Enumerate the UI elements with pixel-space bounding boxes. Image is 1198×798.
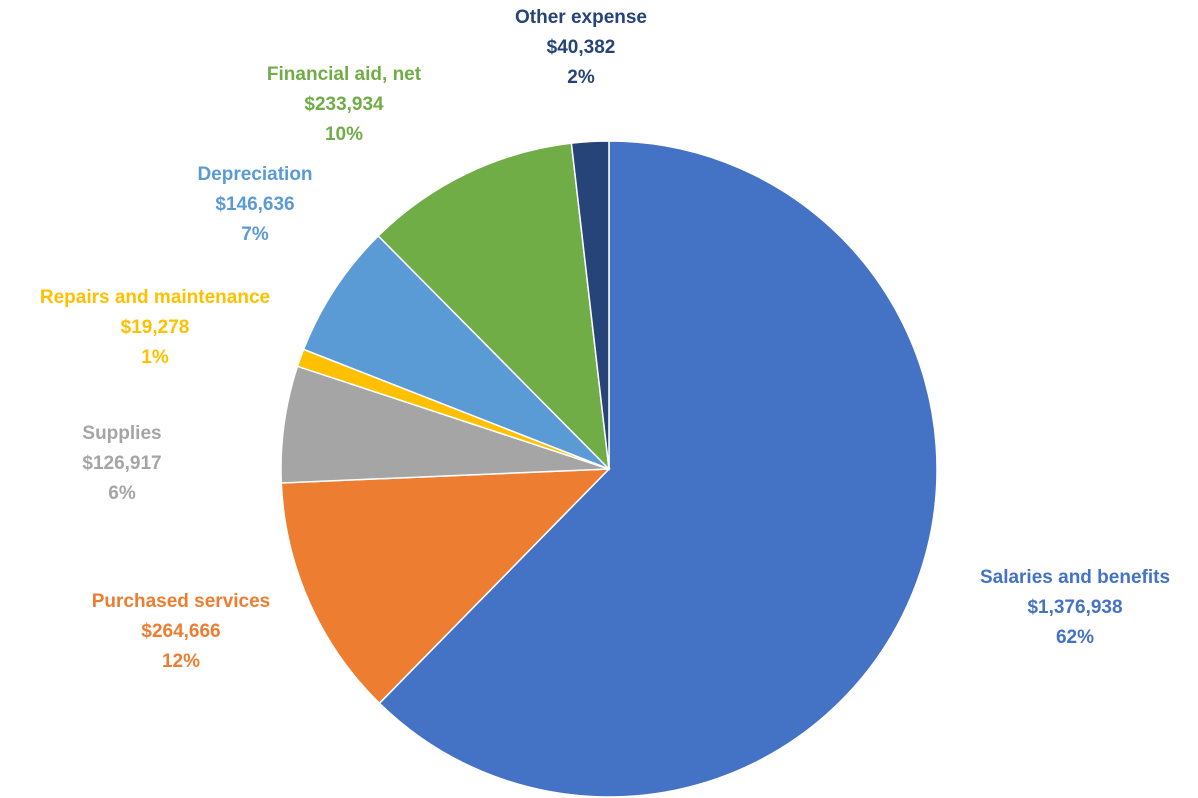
slice-percent-label: 12%	[162, 651, 200, 672]
slice-value-label: $233,934	[304, 94, 384, 115]
slice-value-label: $19,278	[121, 317, 190, 338]
slice-category-label: Financial aid, net	[267, 64, 422, 85]
slice-value-label: $40,382	[547, 37, 616, 58]
slice-category-label: Purchased services	[92, 591, 271, 612]
slice-category-label: Salaries and benefits	[980, 567, 1170, 588]
slice-percent-label: 7%	[241, 224, 269, 245]
slice-category-label: Other expense	[515, 7, 647, 28]
slice-category-label: Supplies	[82, 423, 161, 444]
slice-category-label: Depreciation	[197, 164, 312, 185]
slice-category-label: Repairs and maintenance	[40, 287, 270, 308]
slice-percent-label: 1%	[141, 347, 169, 368]
pie-slice	[302, 234, 610, 470]
slice-value-label: $264,666	[141, 621, 220, 642]
pie-slice	[377, 142, 610, 472]
slice-percent-label: 62%	[1056, 627, 1094, 648]
slice-percent-label: 2%	[567, 67, 595, 88]
pie-slice	[378, 140, 938, 798]
slice-value-label: $1,376,938	[1027, 597, 1122, 618]
slice-value-label: $146,636	[215, 194, 294, 215]
slice-value-label: $126,917	[82, 453, 161, 474]
pie-slice	[280, 468, 611, 705]
slice-percent-label: 6%	[108, 483, 136, 504]
pie-slice	[570, 140, 610, 470]
slice-percent-label: 10%	[325, 124, 363, 145]
